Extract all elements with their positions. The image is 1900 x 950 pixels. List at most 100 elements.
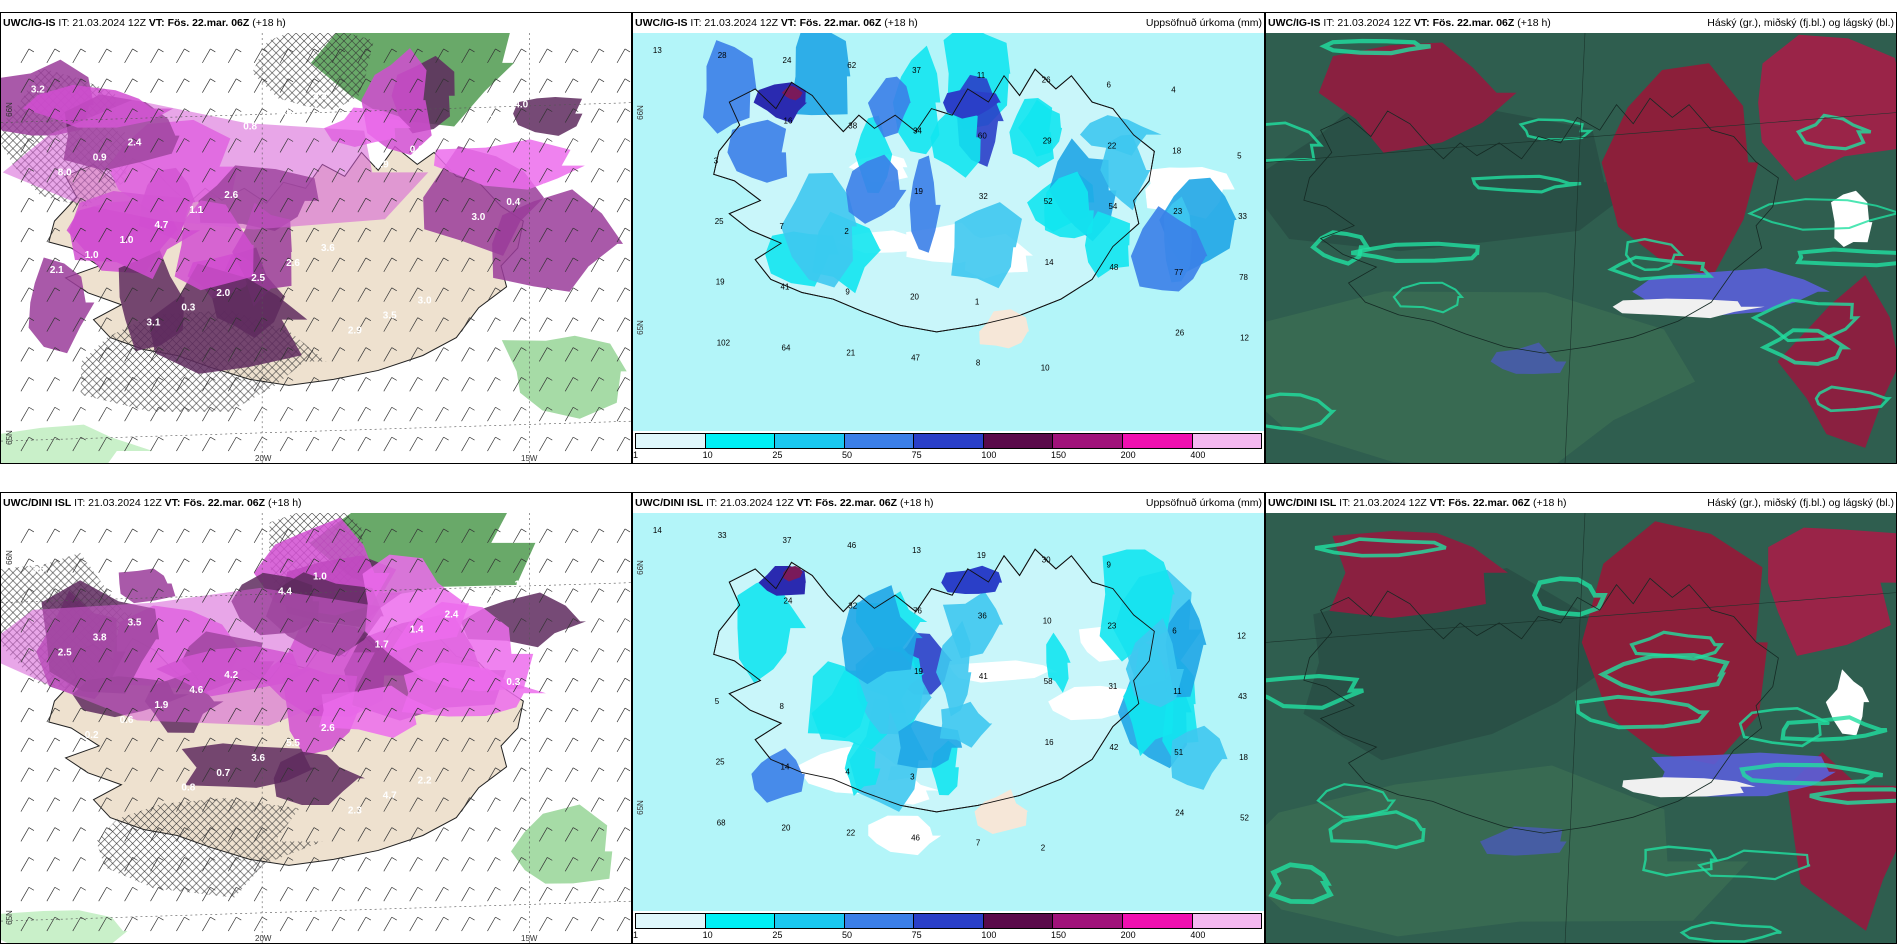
lead-time: (+18 h) [884, 17, 918, 29]
precip-value-label: 2 [844, 227, 849, 236]
vt-label: VT: [1413, 17, 1430, 29]
panel-title: UWC/IG-IS IT: 21.03.2024 12Z VT: Fös. 22… [635, 15, 1262, 31]
precip-value-label: 29 [1043, 136, 1052, 145]
field-title: Uppsöfnuð úrkoma (mm) [1145, 497, 1262, 509]
snow-value-label: 3.5 [128, 617, 142, 628]
init-time: IT: 21.03.2024 12Z [58, 17, 146, 29]
precip-value-label: 4 [1171, 86, 1176, 95]
colorbar-label: 400 [1190, 450, 1206, 460]
colorbar-cell [1122, 914, 1193, 928]
precip-value-label: 19 [914, 187, 923, 196]
snow-value-label: 1.0 [313, 572, 327, 583]
snow-value-label: 2.2 [418, 776, 432, 787]
precip-value-label: 33 [718, 531, 727, 540]
precip-value-label: 22 [1107, 141, 1116, 150]
snow-value-label: 3.5 [383, 311, 397, 322]
panel-clouds-dini: UWC/DINI ISL IT: 21.03.2024 12Z VT: Fös.… [1265, 492, 1897, 944]
lat-label-65n: 65N [4, 910, 14, 925]
lead-time: (+18 h) [267, 497, 302, 509]
snow-value-label: 1.1 [189, 205, 203, 216]
valid-time: Fös. 22.mar. 06Z [815, 497, 898, 509]
snow-value-label: 3.6 [321, 243, 335, 254]
precip-value-label: 9 [845, 288, 850, 297]
precip-value-label: 18 [1172, 146, 1181, 155]
model-name: UWC/DINI ISL [635, 497, 704, 509]
precip-value-label: 8 [780, 702, 785, 711]
snow-value-label: 1.9 [155, 700, 169, 711]
precip-value-label: 26 [1175, 328, 1184, 337]
colorbar-cell [1192, 434, 1262, 448]
colorbar: 1 10 25 50 75 100 150 200 400 [633, 913, 1262, 941]
precip-value-label: 22 [846, 828, 855, 837]
map-snow[interactable]: 3.2 2.4 2.6 3.6 3.0 4.0 0.9 1.1 2.6 3.5 5.2 8.0 4.7 2… [1, 33, 631, 463]
colorbar-labels: 1 10 25 50 75 100 150 200 400 [633, 450, 1262, 461]
precip-value-label: 16 [1045, 738, 1054, 747]
panel-snow-dini: UWC/DINI ISL IT: 21.03.2024 12Z VT: Fös.… [0, 492, 632, 944]
panel-precip-igis: UWC/IG-IS IT: 21.03.2024 12Z VT: Fös. 22… [632, 12, 1265, 464]
snow-value-label: 2.6 [224, 190, 238, 201]
precip-value-label: 58 [1044, 677, 1053, 686]
precip-value-label: 37 [783, 536, 792, 545]
precip-value-label: 33 [1238, 212, 1247, 221]
precip-value-label: 13 [912, 546, 921, 555]
snow-value-label: 3.6 [31, 565, 45, 576]
colorbar-label: 1 [633, 450, 639, 460]
init-time: IT: 21.03.2024 12Z [690, 17, 778, 29]
precip-value-label: 78 [1239, 273, 1248, 282]
snow-value-label: 1.0 [85, 250, 99, 261]
precip-value-label: 19 [716, 278, 725, 287]
precip-value-label: 12 [1240, 333, 1249, 342]
precip-value-label: 19 [914, 667, 923, 676]
colorbar-cell [983, 434, 1054, 448]
vt-label: VT: [796, 497, 813, 509]
snow-value-label: 0.3 [506, 677, 520, 688]
init-time: IT: 21.03.2024 12Z [1323, 17, 1411, 29]
valid-time: Fös. 22.mar. 06Z [1432, 17, 1515, 29]
snow-value-label: 2.1 [50, 265, 64, 276]
lead-time: (+18 h) [899, 497, 934, 509]
map-svg: 3.6 3.5 4.2 2.6 2.2 1.6 3.8 4.6 5.5 4.7 2.7 2.5 1.9 3… [1, 513, 631, 943]
snow-value-label: 4.7 [155, 220, 169, 231]
snow-value-label: 0.8 [181, 783, 195, 794]
precip-value-label: 32 [848, 602, 857, 611]
field-title: Háský (gr.), miðský (fj.bl.) og lágský (… [1707, 17, 1894, 29]
map-precip[interactable]: 14 24 19 16 24 33 32 41 42 52 37 76 58 51 68 46 36 31 18 20… [633, 513, 1264, 911]
panel-clouds-igis: UWC/IG-IS IT: 21.03.2024 12Z VT: Fös. 22… [1265, 12, 1897, 464]
lon-label-20w: 20W [255, 454, 272, 463]
snow-value-label: 3.2 [541, 662, 555, 673]
precip-value-label: 46 [911, 833, 920, 842]
colorbar-cell [705, 914, 776, 928]
precip-value-label: 12 [1237, 631, 1246, 640]
map-snow[interactable]: 3.6 3.5 4.2 2.6 2.2 1.6 3.8 4.6 5.5 4.7 2.7 2.5 1.9 3… [1, 513, 631, 943]
lat-label-65n: 65N [635, 320, 645, 335]
colorbar-cell [705, 434, 776, 448]
colorbar-cells [635, 913, 1262, 929]
snow-value-label: 1.6 [514, 580, 528, 591]
snow-value-label: 2.5 [251, 273, 265, 284]
map-clouds[interactable] [1266, 33, 1896, 463]
snow-value-label: 4.2 [224, 670, 238, 681]
colorbar-label: 200 [1120, 930, 1136, 940]
colorbar-label: 100 [981, 930, 997, 940]
model-name: UWC/DINI ISL [3, 497, 72, 509]
precip-value-label: 2 [1041, 843, 1046, 852]
snow-value-label: 4.4 [278, 587, 292, 598]
colorbar-label: 50 [842, 450, 853, 460]
precip-value-label: 10 [1043, 616, 1052, 625]
precip-value-label: 46 [847, 541, 856, 550]
vt-label: VT: [780, 17, 797, 29]
lon-label-15w: 15W [521, 454, 538, 463]
snow-value-label: 3.2 [31, 85, 45, 96]
map-svg [1266, 513, 1896, 943]
colorbar-cell [844, 434, 915, 448]
snow-value-label: 0.6 [120, 715, 134, 726]
lat-label-65n: 65N [635, 800, 645, 815]
colorbar-label: 150 [1051, 930, 1067, 940]
colorbar-label: 150 [1051, 450, 1067, 460]
map-clouds[interactable] [1266, 513, 1896, 943]
precip-value-label: 11 [977, 71, 986, 80]
colorbar-label: 25 [772, 450, 783, 460]
precip-value-label: 37 [912, 66, 921, 75]
precip-value-label: 41 [979, 672, 988, 681]
map-precip[interactable]: 13 16 19 14 26 28 38 32 48 12 24 34 52 77 102 62 60 54 78 6… [633, 33, 1264, 431]
